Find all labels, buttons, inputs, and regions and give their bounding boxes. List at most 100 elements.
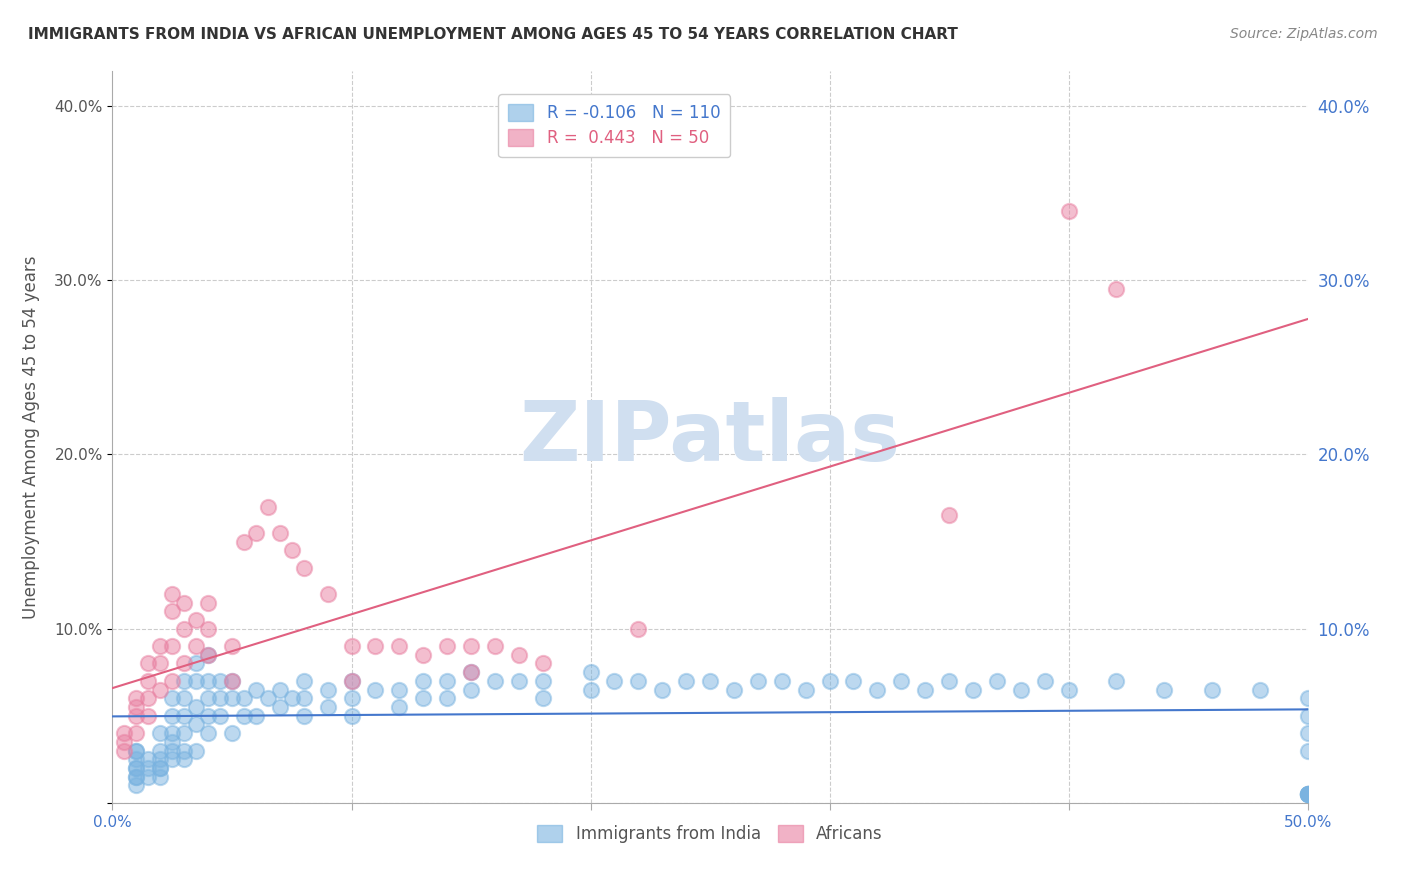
Point: [484, 673, 506, 688]
Point: [245, 708, 267, 723]
Point: [292, 673, 315, 688]
Point: [138, 691, 160, 706]
Point: [627, 673, 650, 688]
Point: [186, 639, 208, 653]
Point: [173, 622, 195, 636]
Point: [508, 648, 530, 662]
Point: [1010, 682, 1032, 697]
Point: [209, 673, 232, 688]
Point: [173, 726, 195, 740]
Point: [747, 673, 769, 688]
Point: [197, 691, 219, 706]
Legend: Immigrants from India, Africans: Immigrants from India, Africans: [527, 814, 893, 853]
Point: [938, 508, 960, 523]
Point: [233, 534, 256, 549]
Point: [125, 700, 148, 714]
Point: [1296, 787, 1319, 801]
Point: [197, 673, 219, 688]
Point: [340, 691, 363, 706]
Point: [675, 673, 697, 688]
Point: [460, 665, 482, 680]
Point: [162, 752, 183, 766]
Point: [866, 682, 889, 697]
Point: [149, 682, 172, 697]
Point: [162, 673, 183, 688]
Point: [1296, 787, 1319, 801]
Point: [149, 657, 172, 671]
Point: [125, 726, 148, 740]
Point: [986, 673, 1008, 688]
Text: Source: ZipAtlas.com: Source: ZipAtlas.com: [1230, 27, 1378, 41]
Point: [388, 639, 411, 653]
Point: [138, 761, 160, 775]
Point: [269, 700, 291, 714]
Point: [125, 743, 148, 757]
Point: [162, 604, 183, 618]
Point: [125, 761, 148, 775]
Point: [1201, 682, 1223, 697]
Point: [531, 657, 554, 671]
Point: [364, 639, 387, 653]
Point: [197, 708, 219, 723]
Point: [1296, 726, 1319, 740]
Point: [316, 587, 339, 601]
Point: [125, 691, 148, 706]
Point: [412, 691, 434, 706]
Point: [138, 657, 160, 671]
Point: [436, 639, 458, 653]
Point: [245, 682, 267, 697]
Point: [723, 682, 745, 697]
Point: [770, 673, 793, 688]
Point: [1105, 282, 1128, 296]
Point: [149, 726, 172, 740]
Point: [627, 622, 650, 636]
Point: [173, 673, 195, 688]
Point: [209, 691, 232, 706]
Point: [1249, 682, 1271, 697]
Point: [162, 743, 183, 757]
Point: [186, 613, 208, 627]
Point: [149, 770, 172, 784]
Point: [460, 665, 482, 680]
Point: [138, 770, 160, 784]
Point: [1296, 743, 1319, 757]
Point: [292, 691, 315, 706]
Point: [221, 639, 243, 653]
Point: [364, 682, 387, 697]
Point: [149, 752, 172, 766]
Point: [579, 665, 602, 680]
Point: [962, 682, 984, 697]
Point: [162, 639, 183, 653]
Point: [1296, 691, 1319, 706]
Point: [436, 691, 458, 706]
Point: [1057, 682, 1080, 697]
Point: [257, 691, 280, 706]
Point: [1105, 673, 1128, 688]
Point: [316, 682, 339, 697]
Point: [1033, 673, 1056, 688]
Point: [340, 708, 363, 723]
Point: [1296, 708, 1319, 723]
Point: [173, 595, 195, 609]
Point: [460, 682, 482, 697]
Point: [794, 682, 817, 697]
Point: [173, 691, 195, 706]
Point: [197, 648, 219, 662]
Point: [292, 708, 315, 723]
Point: [245, 525, 267, 540]
Point: [125, 778, 148, 792]
Point: [149, 639, 172, 653]
Point: [281, 691, 304, 706]
Point: [1296, 787, 1319, 801]
Point: [162, 587, 183, 601]
Point: [531, 673, 554, 688]
Point: [221, 726, 243, 740]
Point: [125, 743, 148, 757]
Point: [699, 673, 721, 688]
Point: [436, 673, 458, 688]
Point: [531, 691, 554, 706]
Text: ZIPatlas: ZIPatlas: [520, 397, 900, 477]
Point: [209, 708, 232, 723]
Point: [162, 691, 183, 706]
Point: [316, 700, 339, 714]
